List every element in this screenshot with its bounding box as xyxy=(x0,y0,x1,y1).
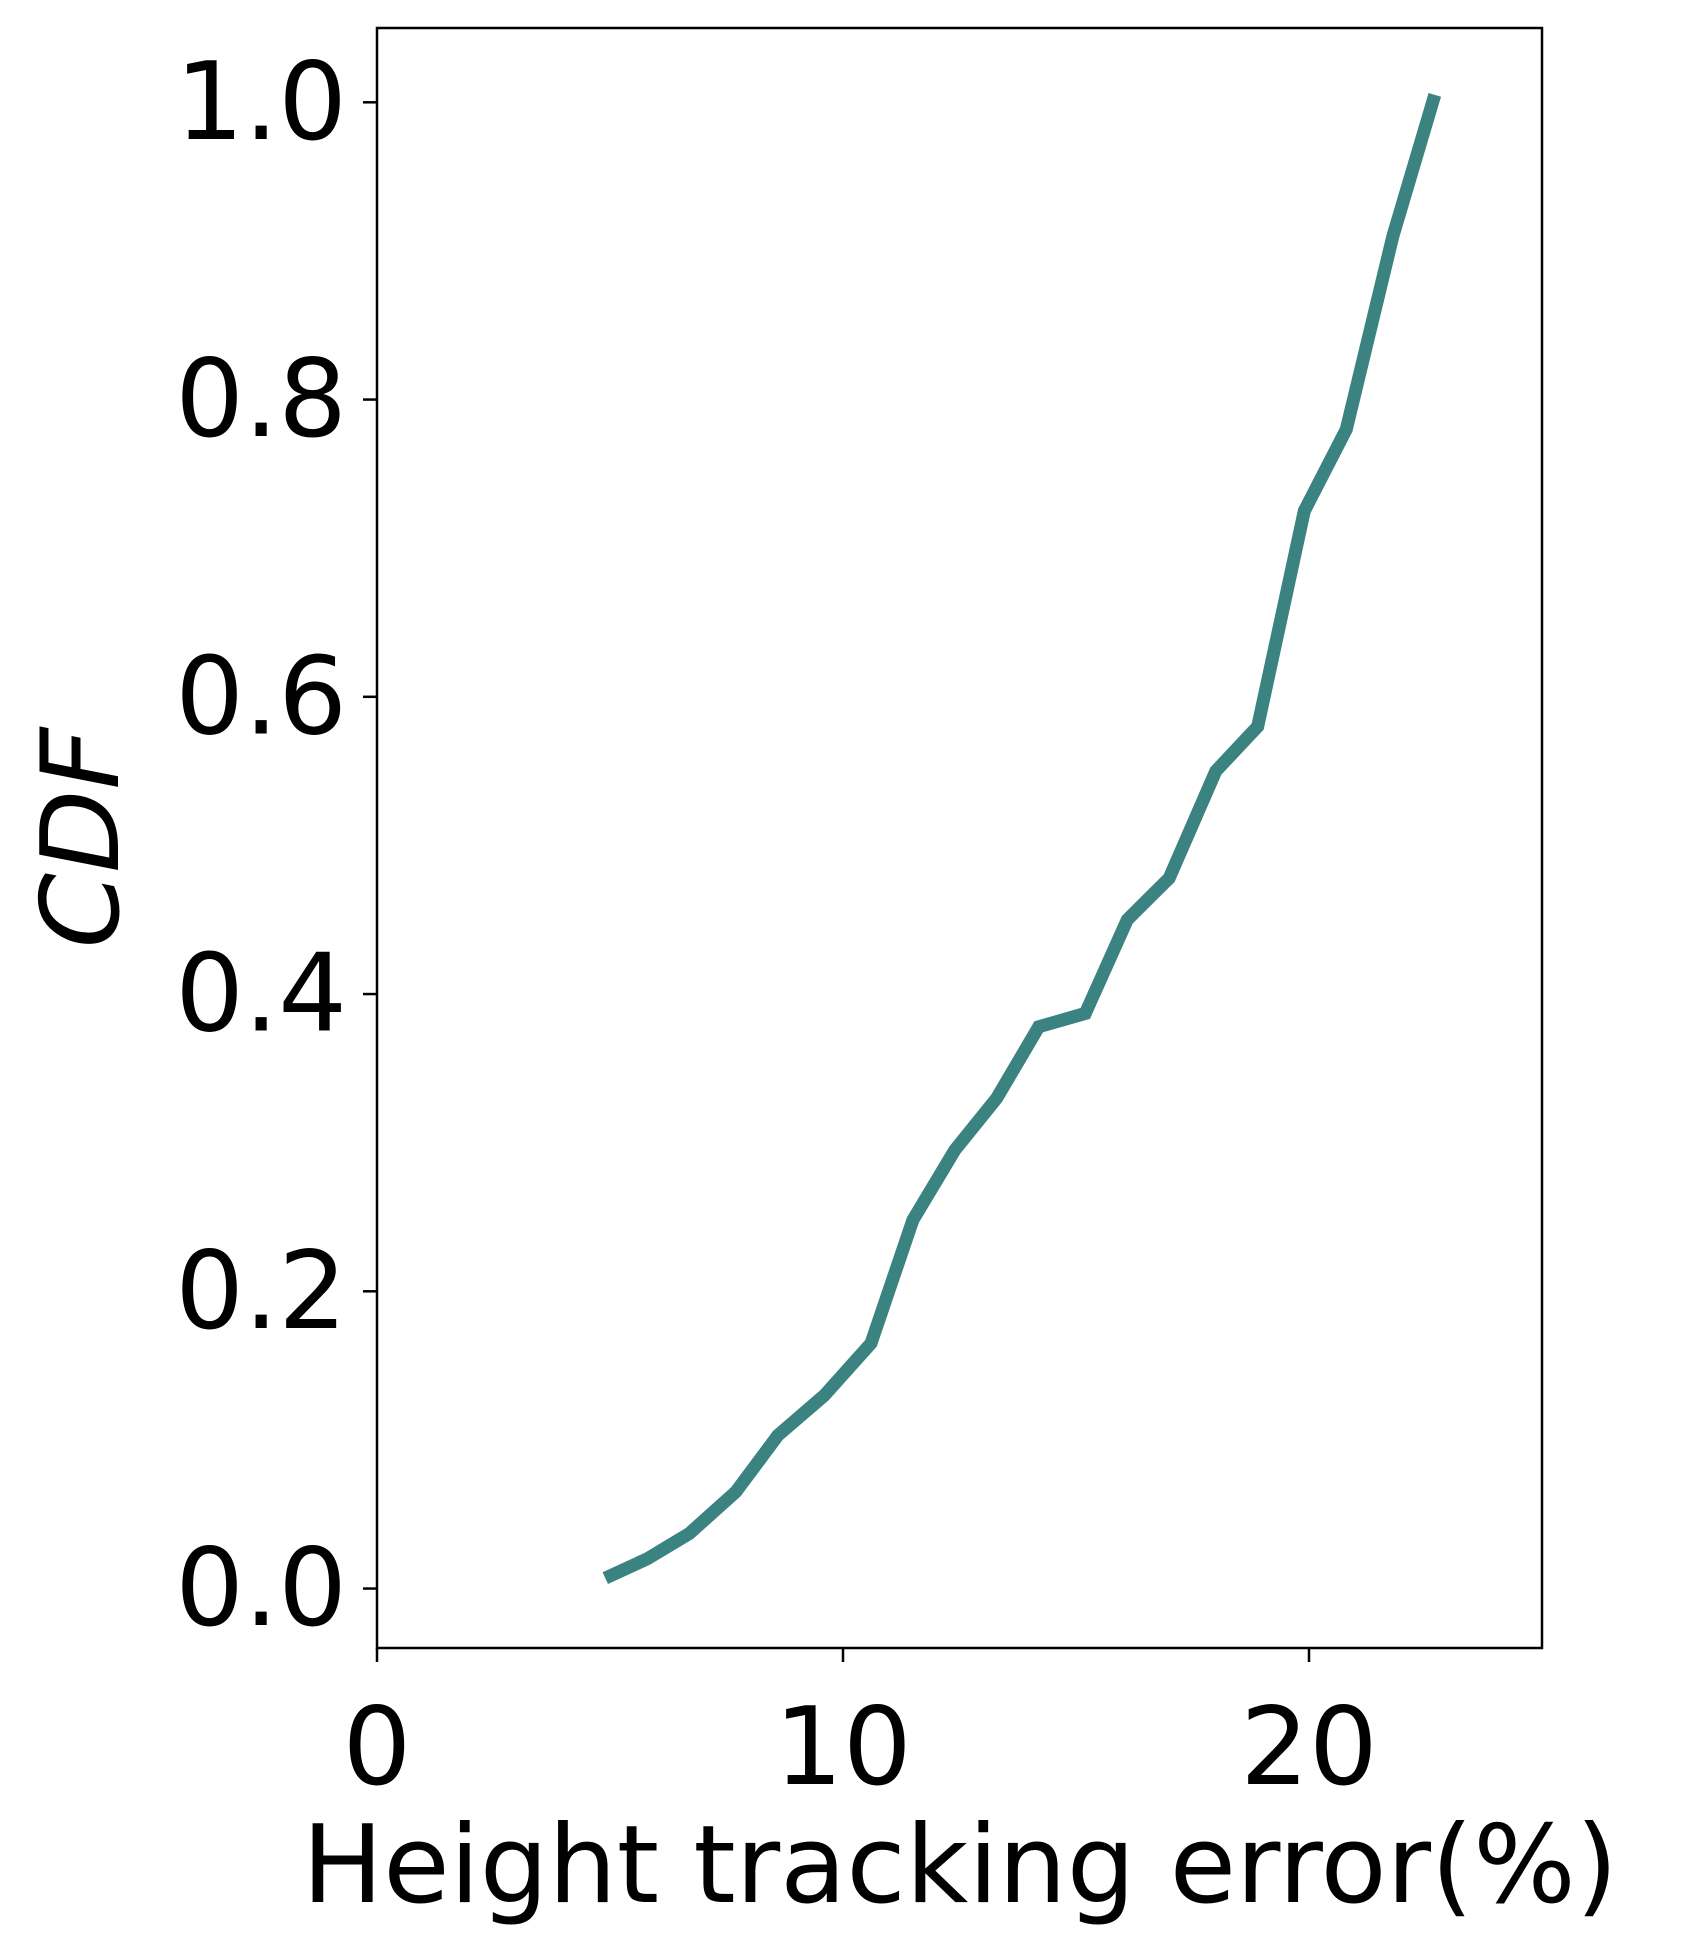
y-tick-label: 1.0 xyxy=(175,40,347,165)
axes-frame xyxy=(375,26,1544,1650)
x-tick-label: 0 xyxy=(343,1685,412,1810)
y-tick-label: 0.6 xyxy=(175,634,347,759)
series-layer xyxy=(602,93,1442,1585)
y-tick-label: 0.8 xyxy=(175,337,347,462)
y-tick-label: 0.0 xyxy=(175,1526,347,1651)
y-tick-label: 0.2 xyxy=(175,1229,347,1354)
x-axis-label: Height tracking error(%) xyxy=(302,1803,1618,1928)
cdf-line-series-0 xyxy=(602,93,1442,1585)
x-tick-label: 10 xyxy=(774,1685,911,1810)
plot-area xyxy=(375,26,1544,1650)
y-tick-label: 0.4 xyxy=(175,932,347,1057)
y-axis-label: CDF xyxy=(19,726,144,949)
x-axis: 0 10 20 xyxy=(343,1648,1378,1810)
x-tick-label: 20 xyxy=(1240,1685,1377,1810)
y-axis: 0.0 0.2 0.4 0.6 0.8 1.0 xyxy=(175,40,377,1651)
